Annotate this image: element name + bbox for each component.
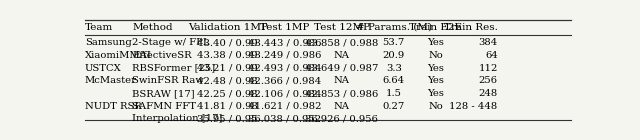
Text: Validation 1MP: Validation 1MP [188,23,268,32]
Text: 42.853 / 0.986: 42.853 / 0.986 [305,89,378,98]
Text: 43.443 / 0.986: 43.443 / 0.986 [248,38,321,47]
Text: BSRAW [17]: BSRAW [17] [132,89,195,98]
Text: 43.649 / 0.987: 43.649 / 0.987 [305,64,378,73]
Text: 43.858 / 0.988: 43.858 / 0.988 [305,38,378,47]
Text: NA: NA [333,51,349,60]
Text: 256: 256 [479,76,498,85]
Text: Samsung: Samsung [85,38,132,47]
Text: 42.25 / 0.98: 42.25 / 0.98 [197,89,258,98]
Text: 36.038 / 0.952: 36.038 / 0.952 [248,115,321,123]
Text: 43.40 / 0.99: 43.40 / 0.99 [197,38,258,47]
Text: 42.366 / 0.984: 42.366 / 0.984 [248,76,321,85]
Text: Train E2E: Train E2E [410,23,462,32]
Text: 128 - 448: 128 - 448 [449,102,498,111]
Text: Yes: Yes [428,64,444,73]
Text: 42.48 / 0.98: 42.48 / 0.98 [197,76,258,85]
Text: 2-Stage w/ FPL: 2-Stage w/ FPL [132,38,209,47]
Text: No: No [429,102,444,111]
Text: NA: NA [333,76,349,85]
Text: EffectiveSR: EffectiveSR [132,51,192,60]
Text: Train Res.: Train Res. [444,23,498,32]
Text: No: No [429,51,444,60]
Text: 43.21 / 0.99: 43.21 / 0.99 [197,64,258,73]
Text: 35.95 / 0.95: 35.95 / 0.95 [197,115,258,123]
Text: RBSFormer [25]: RBSFormer [25] [132,64,215,73]
Text: SAFMN FFT: SAFMN FFT [132,102,196,111]
Text: 43.38 / 0.99: 43.38 / 0.99 [197,51,258,60]
Text: Yes: Yes [428,76,444,85]
Text: McMaster: McMaster [85,76,137,85]
Text: Yes: Yes [428,38,444,47]
Text: Team: Team [85,23,113,32]
Text: Yes: Yes [428,89,444,98]
Text: 64: 64 [485,51,498,60]
Text: 41.621 / 0.982: 41.621 / 0.982 [248,102,321,111]
Text: Test 1MP: Test 1MP [260,23,309,32]
Text: Interpolation [17]: Interpolation [17] [132,115,223,123]
Text: USTCX: USTCX [85,64,122,73]
Text: XiaomiMMAI: XiaomiMMAI [85,51,152,60]
Text: # Params. (M): # Params. (M) [356,23,432,32]
Text: 42.106 / 0.984: 42.106 / 0.984 [248,89,321,98]
Text: 1.5: 1.5 [386,89,402,98]
Text: NA: NA [333,102,349,111]
Text: 248: 248 [478,89,498,98]
Text: 0.27: 0.27 [383,102,405,111]
Text: 6.64: 6.64 [383,76,404,85]
Text: 53.7: 53.7 [383,38,405,47]
Text: 112: 112 [478,64,498,73]
Text: Method: Method [132,23,173,32]
Text: 41.81 / 0.98: 41.81 / 0.98 [197,102,258,111]
Text: 43.249 / 0.986: 43.249 / 0.986 [248,51,321,60]
Text: SwinFSR Raw: SwinFSR Raw [132,76,204,85]
Text: 3.3: 3.3 [386,64,402,73]
Text: 384: 384 [478,38,498,47]
Text: NUDT RSR: NUDT RSR [85,102,142,111]
Text: 42.493 / 0.984: 42.493 / 0.984 [248,64,321,73]
Text: 36.926 / 0.956: 36.926 / 0.956 [305,115,378,123]
Text: 20.9: 20.9 [383,51,405,60]
Text: Test 12MP: Test 12MP [314,23,370,32]
